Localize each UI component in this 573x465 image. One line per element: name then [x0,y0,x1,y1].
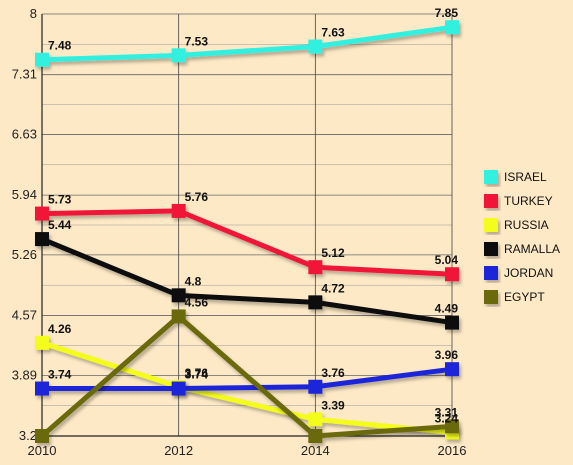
series-line-turkey [41,208,453,277]
data-label-turkey: 5.12 [321,246,345,260]
legend-swatch-jordan [484,266,498,280]
series-israel [35,20,459,67]
data-label-israel: 7.53 [185,34,209,48]
y-tick-label: 8 [30,6,37,21]
y-tick-label: 3.2 [19,428,37,443]
legend: ISRAEL TURKEY RUSSIA RAMALLA JORDAN EGYPT [484,170,560,304]
legend-label-turkey: TURKEY [504,194,553,208]
point-egypt [171,309,186,324]
data-label-russia: 3.39 [321,398,345,412]
series-turkey [35,203,459,282]
point-egypt [35,429,49,443]
series-line-egypt [40,313,453,439]
data-label-ramalla: 4.8 [185,274,202,288]
point-ramalla [445,315,459,330]
data-label-egypt: 4.56 [185,295,209,309]
legend-swatch-russia [484,218,498,232]
point-israel [171,48,186,63]
y-tick-label: 5.94 [12,187,37,202]
point-turkey [445,267,459,282]
data-label-russia: 3.24 [435,411,459,425]
data-label-russia: 3.76 [185,366,209,380]
data-label-turkey: 5.73 [48,193,72,207]
series-line-ramalla [41,236,453,326]
legend-label-israel: ISRAEL [504,170,547,184]
data-label-jordan: 3.74 [185,368,209,382]
x-tick-label: 2016 [438,443,467,458]
point-ramalla [308,295,323,310]
data-label-turkey: 5.04 [435,253,459,267]
x-tick-label: 2010 [28,443,57,458]
point-turkey [35,206,49,221]
y-tick-labels: 3.2 3.89 4.57 5.26 5.94 6.63 7.31 8 [12,6,37,443]
series-layer [35,20,459,443]
point-jordan [171,381,186,396]
legend-label-ramalla: RAMALLA [504,242,560,256]
point-jordan [35,381,49,396]
data-label-jordan: 3.74 [48,368,72,382]
x-tick-labels: 2010 2012 2014 2016 [28,443,467,458]
y-tick-label: 4.57 [12,308,37,323]
point-israel [308,39,323,54]
data-label-egypt: 3.31 [435,405,459,419]
legend-swatch-egypt [484,290,498,304]
x-tick-label: 2014 [301,443,330,458]
y-tick-label: 7.31 [12,67,37,82]
data-label-ramalla: 5.44 [48,218,72,232]
point-israel [445,20,459,35]
series-line-russia [41,340,453,435]
point-jordan [445,362,459,377]
grid-lines [41,13,453,437]
point-egypt [308,429,323,443]
data-label-ramalla: 4.49 [435,302,459,316]
legend-swatch-ramalla [484,242,498,256]
data-label-turkey: 5.76 [185,190,209,204]
series-line-jordan [42,366,453,392]
point-turkey [171,203,186,218]
data-label-jordan: 3.76 [321,366,345,380]
series-egypt [35,309,459,443]
legend-label-jordan: JORDAN [504,266,553,280]
x-tick-label: 2012 [164,443,193,458]
axis-lines [41,14,452,437]
point-ramalla [35,232,49,247]
point-russia [35,335,49,350]
legend-label-russia: RUSSIA [504,218,549,232]
data-label-russia: 4.26 [48,322,72,336]
legend-swatch-israel [484,170,498,184]
data-label-jordan: 3.96 [435,348,459,362]
point-israel [35,52,49,67]
data-label-israel: 7.48 [48,39,72,53]
data-label-israel: 7.63 [321,26,345,40]
data-label-israel: 7.85 [435,6,459,20]
data-label-ramalla: 4.72 [321,281,345,295]
y-tick-label: 6.63 [12,126,37,141]
y-tick-label: 3.89 [12,367,37,382]
y-tick-label: 5.26 [12,247,37,262]
point-russia [308,412,323,427]
data-labels: 7.48 7.53 7.63 7.85 5.73 5.76 5.12 5.04 4.26 3.76… [48,6,458,425]
point-jordan [308,379,323,394]
series-line-israel [41,24,453,63]
series-jordan [35,362,459,396]
point-egypt [445,419,459,434]
series-ramalla [35,232,459,330]
legend-label-egypt: EGYPT [504,290,545,304]
point-turkey [308,260,323,275]
point-ramalla [171,288,186,303]
legend-swatch-turkey [484,194,498,208]
